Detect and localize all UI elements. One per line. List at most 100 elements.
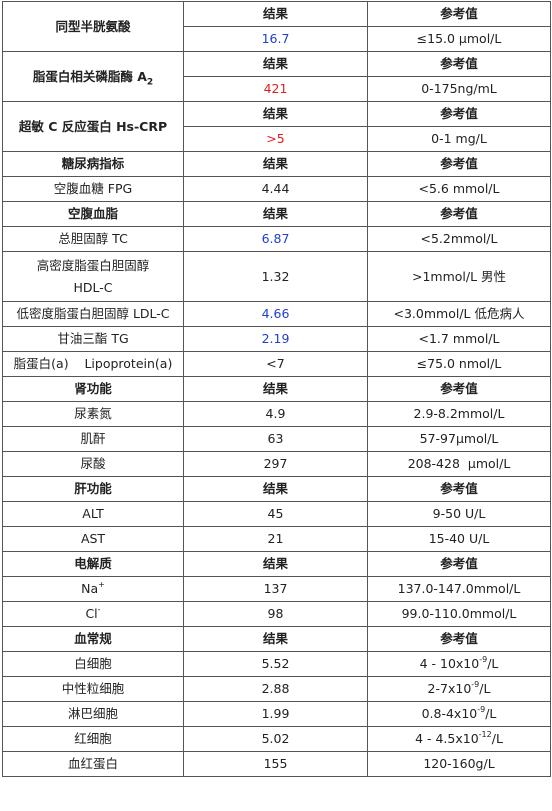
reference-value: ≤15.0 μmol/L xyxy=(367,26,551,52)
test-name: 甘油三酯 TG xyxy=(2,326,184,352)
table-row: 尿酸 297 208-428 μmol/L xyxy=(2,451,551,477)
result-value: 45 xyxy=(183,501,368,527)
section-header-row: 空腹血脂 结果 参考值 xyxy=(2,201,551,227)
reference-value: ≤75.0 nmol/L xyxy=(367,351,551,377)
reference-value: <3.0mmol/L 低危病人 xyxy=(367,301,551,327)
section-title-liver: 肝功能 xyxy=(2,476,184,502)
ref-exponent: -12 xyxy=(478,729,492,739)
header-result: 结果 xyxy=(183,551,368,577)
test-name: 高密度脂蛋白胆固醇 HDL-C xyxy=(2,251,184,302)
test-name: 脂蛋白(a) Lipoprotein(a) xyxy=(2,351,184,377)
section-title-hcy: 同型半胱氨酸 xyxy=(2,1,184,52)
section-header-row: 肾功能 结果 参考值 xyxy=(2,376,551,402)
result-value: 137 xyxy=(183,576,368,602)
header-reference: 参考值 xyxy=(367,201,551,227)
section-header-row: 糖尿病指标 结果 参考值 xyxy=(2,151,551,177)
header-result: 结果 xyxy=(183,201,368,227)
header-reference: 参考值 xyxy=(367,551,551,577)
lab-results-table: 同型半胱氨酸 结果 参考值 16.7 ≤15.0 μmol/L 脂蛋白相关磷脂酶… xyxy=(2,1,551,777)
result-value: 155 xyxy=(183,751,368,777)
test-name: 总胆固醇 TC xyxy=(2,226,184,252)
ref-exponent: -9 xyxy=(477,704,486,714)
header-reference: 参考值 xyxy=(367,101,551,127)
test-name: AST xyxy=(2,526,184,552)
section-header-row: 肝功能 结果 参考值 xyxy=(2,476,551,502)
header-result: 结果 xyxy=(183,51,368,77)
header-row: 超敏 C 反应蛋白 Hs-CRP 结果 参考值 xyxy=(2,101,551,152)
result-value: 63 xyxy=(183,426,368,452)
section-header-row: 血常规 结果 参考值 xyxy=(2,626,551,652)
charge-superscript: - xyxy=(97,604,101,614)
test-name: 血红蛋白 xyxy=(2,751,184,777)
table-row: 尿素氮 4.9 2.9-8.2mmol/L xyxy=(2,401,551,427)
result-value: 1.99 xyxy=(183,701,368,727)
header-result: 结果 xyxy=(183,101,368,127)
ref-unit: /L xyxy=(491,731,503,746)
table-row: 肌酐 63 57-97μmol/L xyxy=(2,426,551,452)
reference-value: 0.8-4x10-9/L xyxy=(367,701,551,727)
reference-value: 2.9-8.2mmol/L xyxy=(367,401,551,427)
test-name: 空腹血糖 FPG xyxy=(2,176,184,202)
header-reference: 参考值 xyxy=(367,376,551,402)
title-text: 脂蛋白相关磷脂酶 A xyxy=(32,68,147,84)
header-row: 同型半胱氨酸 结果 参考值 xyxy=(2,1,551,52)
charge-superscript: + xyxy=(98,579,105,589)
result-value: 98 xyxy=(183,601,368,627)
ref-text: 0.8-4x10 xyxy=(421,706,478,721)
reference-value: <5.6 mmol/L xyxy=(367,176,551,202)
result-value: 21 xyxy=(183,526,368,552)
test-name: 中性粒细胞 xyxy=(2,676,184,702)
section-title-blood: 血常规 xyxy=(2,626,184,652)
result-value: 5.52 xyxy=(183,651,368,677)
test-name-text: Na xyxy=(81,581,99,596)
reference-value: 9-50 U/L xyxy=(367,501,551,527)
reference-value: 4 - 10x10-9/L xyxy=(367,651,551,677)
table-row: 脂蛋白(a) Lipoprotein(a) <7 ≤75.0 nmol/L xyxy=(2,351,551,377)
reference-value: 0-1 mg/L xyxy=(367,126,551,152)
header-result: 结果 xyxy=(183,376,368,402)
table-row: 空腹血糖 FPG 4.44 <5.6 mmol/L xyxy=(2,176,551,202)
result-value: 2.19 xyxy=(183,326,368,352)
table-row: 白细胞 5.52 4 - 10x10-9/L xyxy=(2,651,551,677)
reference-value: 57-97μmol/L xyxy=(367,426,551,452)
result-value: 2.88 xyxy=(183,676,368,702)
result-value: 5.02 xyxy=(183,726,368,752)
title-subscript: 2 xyxy=(146,77,154,87)
test-name: 尿酸 xyxy=(2,451,184,477)
table-row: 血红蛋白 155 120-160g/L xyxy=(2,751,551,777)
section-title-diabetes: 糖尿病指标 xyxy=(2,151,184,177)
result-value: 4.44 xyxy=(183,176,368,202)
reference-value: <1.7 mmol/L xyxy=(367,326,551,352)
reference-value: >1mmol/L 男性 xyxy=(367,251,551,302)
ref-text: 2-7x10 xyxy=(427,681,472,696)
test-name: 尿素氮 xyxy=(2,401,184,427)
header-result: 结果 xyxy=(183,1,368,27)
result-value: >5 xyxy=(183,126,368,152)
result-value: 4.9 xyxy=(183,401,368,427)
test-name: 白细胞 xyxy=(2,651,184,677)
table-row: ALT 45 9-50 U/L xyxy=(2,501,551,527)
reference-value: <5.2mmol/L xyxy=(367,226,551,252)
result-value: 4.66 xyxy=(183,301,368,327)
header-result: 结果 xyxy=(183,476,368,502)
table-row: Na+ 137 137.0-147.0mmol/L xyxy=(2,576,551,602)
table-row: AST 21 15-40 U/L xyxy=(2,526,551,552)
section-title-electrolyte: 电解质 xyxy=(2,551,184,577)
table-row: >5 0-1 mg/L xyxy=(3,126,551,152)
result-value: 6.87 xyxy=(183,226,368,252)
section-title-lppla2: 脂蛋白相关磷脂酶 A2 xyxy=(2,51,184,102)
header-row: 脂蛋白相关磷脂酶 A2 结果 参考值 xyxy=(2,51,551,102)
ref-exponent: -9 xyxy=(479,654,488,664)
reference-value: 208-428 μmol/L xyxy=(367,451,551,477)
table-row: 淋巴细胞 1.99 0.8-4x10-9/L xyxy=(2,701,551,727)
table-row: Cl- 98 99.0-110.0mmol/L xyxy=(2,601,551,627)
test-name: Cl- xyxy=(2,601,184,627)
reference-value: 2-7x10-9/L xyxy=(367,676,551,702)
section-header-row: 电解质 结果 参考值 xyxy=(2,551,551,577)
result-value: 421 xyxy=(183,76,368,102)
ref-text: 4 - 10x10 xyxy=(419,656,480,671)
section-title-kidney: 肾功能 xyxy=(2,376,184,402)
header-reference: 参考值 xyxy=(367,1,551,27)
reference-value: 4 - 4.5x10-12/L xyxy=(367,726,551,752)
reference-value: 15-40 U/L xyxy=(367,526,551,552)
